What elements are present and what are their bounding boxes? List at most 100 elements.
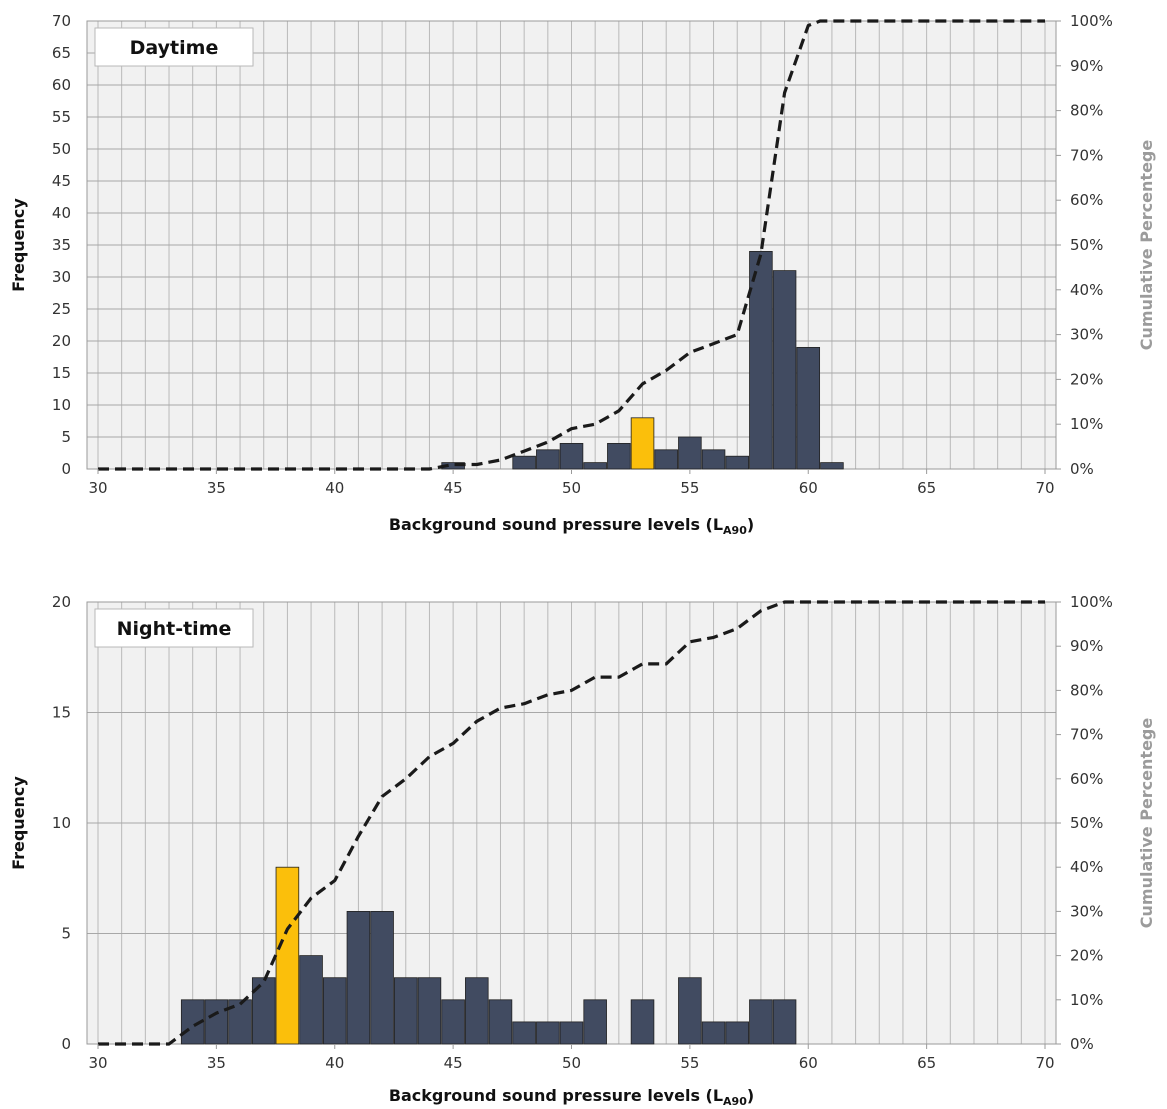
- y2-tick-label: 70%: [1070, 146, 1103, 164]
- chart-title: Night-time: [117, 618, 232, 640]
- x-tick-label: 50: [562, 479, 581, 497]
- highlighted-bar: [630, 417, 655, 470]
- bar: [299, 955, 323, 1045]
- y-tick-label: 60: [52, 76, 71, 94]
- bar: [678, 436, 702, 470]
- y2-tick-label: 40%: [1070, 858, 1103, 876]
- x-tick-label: 60: [799, 1054, 818, 1072]
- y-tick-label: 15: [52, 704, 71, 722]
- bar: [559, 1021, 584, 1045]
- bar: [725, 1021, 749, 1045]
- x-tick-label: 50: [562, 1054, 581, 1072]
- y2-tick-label: 0%: [1070, 1035, 1094, 1053]
- y-tick-label: 20: [52, 332, 71, 350]
- x-tick-label: 40: [325, 479, 344, 497]
- y-tick-label: 0: [61, 1035, 71, 1053]
- bar: [630, 999, 655, 1045]
- y-tick-label: 65: [52, 44, 71, 62]
- x-tick-label: 45: [444, 479, 463, 497]
- y-tick-label: 35: [52, 236, 71, 254]
- y2-tick-label: 20%: [1070, 947, 1103, 965]
- y2-axis-label: Cumulative Percentege: [1137, 140, 1156, 351]
- y2-tick-label: 80%: [1070, 102, 1103, 120]
- y2-tick-label: 100%: [1070, 12, 1113, 30]
- y2-tick-label: 90%: [1070, 57, 1103, 75]
- y-tick-label: 10: [52, 396, 71, 414]
- y-tick-label: 50: [52, 140, 71, 158]
- chart-panel-night-time: 30 35 40 45 50 55 60 65 70 0 5 10 15 20 0% 10% 20% 30% 40%…: [9, 593, 1156, 1108]
- bar: [654, 449, 678, 470]
- bar: [394, 977, 418, 1045]
- y-tick-label: 10: [52, 814, 71, 832]
- y-tick-label: 15: [52, 364, 71, 382]
- y2-tick-label: 30%: [1070, 326, 1103, 344]
- y2-tick-label: 50%: [1070, 814, 1103, 832]
- cumulative-line: [98, 600, 1045, 1046]
- chart-title-box: [94, 27, 254, 67]
- x-tick-label: 65: [917, 479, 936, 497]
- x-tick-label: 40: [325, 1054, 344, 1072]
- y2-tick-label: 100%: [1070, 593, 1113, 611]
- y-tick-label: 55: [52, 108, 71, 126]
- y2-tick-label: 60%: [1070, 770, 1103, 788]
- bar: [204, 999, 229, 1045]
- bar: [583, 462, 607, 470]
- bar: [749, 999, 773, 1045]
- y2-tick-label: 10%: [1070, 415, 1103, 433]
- bar: [180, 999, 205, 1045]
- y-tick-label: 5: [61, 925, 71, 943]
- y-tick-label: 30: [52, 268, 71, 286]
- bar: [322, 977, 347, 1045]
- bar: [512, 455, 536, 470]
- x-tick-label: 35: [207, 479, 226, 497]
- y-tick-label: 25: [52, 300, 71, 318]
- bar: [465, 977, 489, 1045]
- y2-tick-label: 30%: [1070, 902, 1103, 920]
- bar: [725, 455, 749, 470]
- y2-tick-label: 80%: [1070, 681, 1103, 699]
- bar: [370, 911, 394, 1045]
- bar: [536, 449, 560, 470]
- bar: [772, 999, 797, 1045]
- bar: [820, 462, 844, 470]
- x-tick-label: 55: [680, 479, 699, 497]
- x-tick-label: 30: [88, 479, 107, 497]
- y2-tick-label: 20%: [1070, 370, 1103, 388]
- x-tick-label: 70: [1035, 1054, 1054, 1072]
- y2-tick-label: 10%: [1070, 991, 1103, 1009]
- bar: [346, 911, 371, 1045]
- y2-tick-label: 60%: [1070, 191, 1103, 209]
- y-axis-label: Frequency: [9, 198, 28, 292]
- bar: [678, 977, 702, 1045]
- y-axis-label: Frequency: [9, 776, 28, 870]
- x-tick-label: 65: [917, 1054, 936, 1072]
- x-axis-label: Background sound pressure levels (LA90): [389, 515, 754, 537]
- x-tick-label: 30: [88, 1054, 107, 1072]
- chart-title-box: [94, 608, 254, 648]
- bar: [772, 270, 797, 470]
- y-tick-label: 45: [52, 172, 71, 190]
- bar: [701, 1021, 726, 1045]
- y2-tick-label: 50%: [1070, 236, 1103, 254]
- bar: [749, 250, 773, 470]
- y2-tick-label: 70%: [1070, 726, 1103, 744]
- y-tick-label: 40: [52, 204, 71, 222]
- y2-axis-label: Cumulative Percentege: [1137, 718, 1156, 929]
- bar: [536, 1021, 560, 1045]
- x-tick-label: 70: [1035, 479, 1054, 497]
- x-tick-label: 60: [799, 479, 818, 497]
- x-tick-label: 35: [207, 1054, 226, 1072]
- chart-title: Daytime: [130, 37, 219, 59]
- y2-tick-label: 0%: [1070, 460, 1094, 478]
- y-tick-label: 20: [52, 593, 71, 611]
- y-tick-label: 70: [52, 12, 71, 30]
- bar: [559, 442, 584, 470]
- bar: [441, 999, 465, 1045]
- y2-tick-label: 40%: [1070, 281, 1103, 299]
- y-tick-label: 5: [61, 428, 71, 446]
- bar: [512, 1021, 536, 1045]
- bar: [251, 977, 276, 1045]
- bar: [796, 346, 821, 470]
- x-axis-label: Background sound pressure levels (LA90): [389, 1086, 754, 1108]
